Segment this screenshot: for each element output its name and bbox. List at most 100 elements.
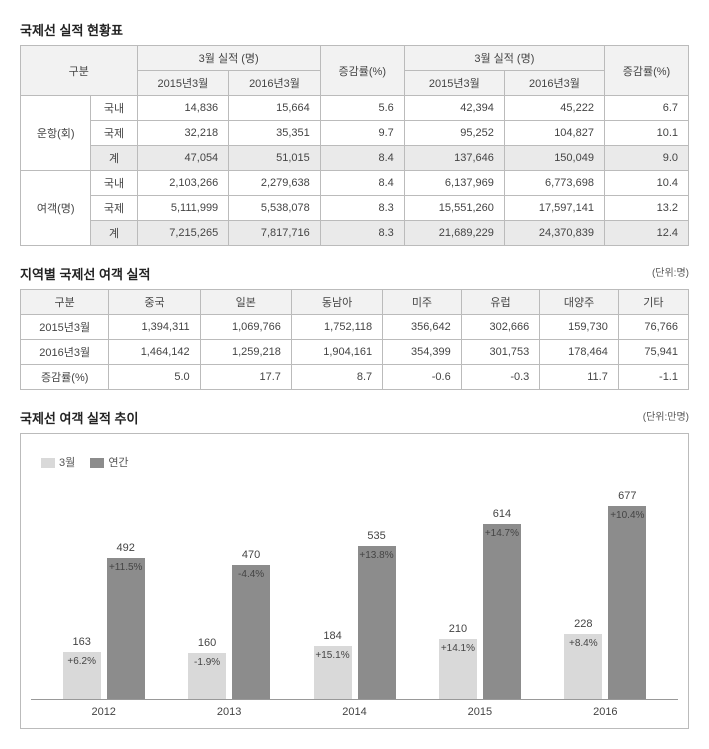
group-label: 여객(명) bbox=[21, 171, 91, 246]
cell: 8.3 bbox=[320, 221, 404, 246]
bar-pct: +14.7% bbox=[483, 528, 521, 539]
cell: 104,827 bbox=[504, 121, 604, 146]
bar-value: 160 bbox=[188, 637, 226, 649]
bar-march: 228+8.4% bbox=[564, 634, 602, 699]
legend-annual-label: 연간 bbox=[108, 457, 128, 469]
cell: 13.2 bbox=[604, 196, 688, 221]
cell: 2,103,266 bbox=[137, 171, 229, 196]
cell: 5.6 bbox=[320, 96, 404, 121]
cell: 42,394 bbox=[404, 96, 504, 121]
col-header: 중국 bbox=[109, 290, 200, 315]
table-row: 증감률(%)5.017.78.7-0.6-0.311.7-1.1 bbox=[21, 365, 689, 390]
cell: 계 bbox=[91, 221, 137, 246]
cell: 10.4 bbox=[604, 171, 688, 196]
cell: 178,464 bbox=[540, 340, 619, 365]
cell: 국제 bbox=[91, 196, 137, 221]
cell: 17,597,141 bbox=[504, 196, 604, 221]
cell: 8.3 bbox=[320, 196, 404, 221]
col-header: 동남아 bbox=[291, 290, 382, 315]
chart-area: 163+6.2%492+11.5% 160 -1.9% 470-4.4% 184+15.… bbox=[31, 480, 678, 700]
bar-pct: -1.9% bbox=[188, 657, 226, 668]
bar-value: 163 bbox=[63, 636, 101, 648]
cell: 21,689,229 bbox=[404, 221, 504, 246]
legend-swatch-march bbox=[41, 458, 55, 468]
cell: 137,646 bbox=[404, 146, 504, 171]
bar-pct: +11.5% bbox=[107, 562, 145, 573]
cell: 76,766 bbox=[618, 315, 688, 340]
th-rate2: 증감률(%) bbox=[604, 46, 688, 96]
table1: 구분 3월 실적 (명) 증감률(%) 3월 실적 (명) 증감률(%) 201… bbox=[20, 45, 689, 246]
cell: 17.7 bbox=[200, 365, 291, 390]
x-label: 2015 bbox=[417, 700, 542, 718]
year-group: 210+14.1%614+14.7% bbox=[417, 480, 542, 699]
th-month1: 3월 실적 (명) bbox=[137, 46, 320, 71]
cell: 150,049 bbox=[504, 146, 604, 171]
cell: 국제 bbox=[91, 121, 137, 146]
cell: 9.0 bbox=[604, 146, 688, 171]
bar-annual: 614+14.7% bbox=[483, 524, 521, 699]
cell: -0.6 bbox=[383, 365, 462, 390]
cell: 95,252 bbox=[404, 121, 504, 146]
cell: 47,054 bbox=[137, 146, 229, 171]
row-label: 증감률(%) bbox=[21, 365, 109, 390]
bar-annual: 492+11.5% bbox=[107, 558, 145, 699]
x-label: 2016 bbox=[543, 700, 668, 718]
table2: 구분중국일본동남아미주유럽대양주기타 2015년3월1,394,3111,069… bbox=[20, 289, 689, 390]
legend-swatch-annual bbox=[90, 458, 104, 468]
col-header: 구분 bbox=[21, 290, 109, 315]
table-row: 국제5,111,9995,538,0788.315,551,26017,597,… bbox=[21, 196, 689, 221]
table-row: 계47,05451,0158.4137,646150,0499.0 bbox=[21, 146, 689, 171]
cell: 15,664 bbox=[229, 96, 321, 121]
year-group: 160 -1.9% 470-4.4% bbox=[166, 480, 291, 699]
table2-title: 지역별 국제선 여객 실적 bbox=[20, 267, 150, 282]
cell: 159,730 bbox=[540, 315, 619, 340]
bar-march: 163+6.2% bbox=[63, 652, 101, 699]
cell: 9.7 bbox=[320, 121, 404, 146]
x-label: 2013 bbox=[166, 700, 291, 718]
cell: -0.3 bbox=[461, 365, 540, 390]
cell: 10.1 bbox=[604, 121, 688, 146]
x-label: 2012 bbox=[41, 700, 166, 718]
bar-value: 184 bbox=[314, 630, 352, 642]
cell: 356,642 bbox=[383, 315, 462, 340]
cell: 7,215,265 bbox=[137, 221, 229, 246]
cell: 8.4 bbox=[320, 171, 404, 196]
cell: 15,551,260 bbox=[404, 196, 504, 221]
bar-pct: -4.4% bbox=[232, 569, 270, 580]
cell: -1.1 bbox=[618, 365, 688, 390]
cell: 7,817,716 bbox=[229, 221, 321, 246]
legend-march-label: 3월 bbox=[59, 457, 75, 469]
legend-march: 3월 bbox=[41, 454, 75, 470]
bar-pct: +8.4% bbox=[564, 638, 602, 649]
cell: 354,399 bbox=[383, 340, 462, 365]
table-row: 운항(회)국내14,83615,6645.642,39445,2226.7 bbox=[21, 96, 689, 121]
chart-container: 3월 연간 163+6.2%492+11.5%160-1.9%470-4.4%1… bbox=[20, 433, 689, 729]
x-label: 2014 bbox=[292, 700, 417, 718]
year-group: 184+15.1%535+13.8% bbox=[292, 480, 417, 699]
bar-annual: 535+13.8% bbox=[358, 546, 396, 699]
col-header: 기타 bbox=[618, 290, 688, 315]
cell: 6.7 bbox=[604, 96, 688, 121]
cell: 6,773,698 bbox=[504, 171, 604, 196]
legend-annual: 연간 bbox=[90, 454, 128, 470]
bar-annual: 677+10.4% bbox=[608, 506, 646, 699]
cell: 8.7 bbox=[291, 365, 382, 390]
th-gubun: 구분 bbox=[21, 46, 138, 96]
bar-annual: 470-4.4% bbox=[232, 565, 270, 699]
cell: 1,259,218 bbox=[200, 340, 291, 365]
cell: 1,464,142 bbox=[109, 340, 200, 365]
cell: 1,904,161 bbox=[291, 340, 382, 365]
table-row: 2015년3월1,394,3111,069,7661,752,118356,64… bbox=[21, 315, 689, 340]
cell: 35,351 bbox=[229, 121, 321, 146]
chart-unit: (단위:만명) bbox=[643, 408, 689, 423]
chart-legend: 3월 연간 bbox=[31, 454, 678, 470]
bar-value: 210 bbox=[439, 623, 477, 635]
cell: 12.4 bbox=[604, 221, 688, 246]
cell: 32,218 bbox=[137, 121, 229, 146]
bar-pct: +13.8% bbox=[358, 550, 396, 561]
th-2015a: 2015년3월 bbox=[137, 71, 229, 96]
year-group: 228+8.4%677+10.4% bbox=[543, 480, 668, 699]
cell: 6,137,969 bbox=[404, 171, 504, 196]
th-rate1: 증감률(%) bbox=[320, 46, 404, 96]
table-row: 국제32,21835,3519.795,252104,82710.1 bbox=[21, 121, 689, 146]
